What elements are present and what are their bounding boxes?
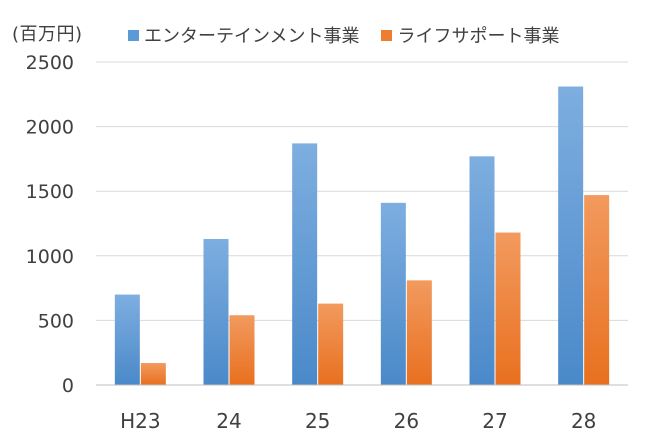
legend: エンターテインメント事業 ライフサポート事業 bbox=[128, 22, 581, 48]
bar-entertainment-H23 bbox=[114, 294, 140, 385]
x-tick-label: H23 bbox=[120, 409, 161, 433]
y-tick-label: 1000 bbox=[26, 246, 74, 268]
bar-entertainment-24 bbox=[203, 239, 229, 385]
bar-life-support-24 bbox=[229, 315, 255, 385]
bar-life-support-27 bbox=[495, 232, 521, 385]
y-axis-unit-label: (百万円) bbox=[12, 24, 83, 45]
y-tick-label: 2000 bbox=[26, 117, 74, 139]
legend-label-life-support: ライフサポート事業 bbox=[397, 26, 560, 47]
bar-entertainment-25 bbox=[292, 143, 318, 385]
bar-life-support-28 bbox=[584, 195, 610, 385]
x-tick-label: 27 bbox=[482, 409, 507, 433]
bar-life-support-26 bbox=[406, 280, 432, 385]
bar-life-support-H23 bbox=[140, 363, 166, 385]
legend-item-life-support: ライフサポート事業 bbox=[381, 22, 559, 48]
bar-entertainment-28 bbox=[558, 86, 584, 385]
y-tick-label: 0 bbox=[62, 375, 74, 397]
legend-item-entertainment: エンターテインメント事業 bbox=[128, 22, 359, 48]
y-tick-label: 1500 bbox=[26, 181, 74, 203]
x-tick-label: 26 bbox=[394, 409, 419, 433]
x-tick-label: 24 bbox=[216, 409, 241, 433]
legend-label-entertainment: エンターテインメント事業 bbox=[144, 26, 360, 47]
legend-swatch-life-support bbox=[381, 29, 393, 41]
legend-swatch-entertainment bbox=[128, 29, 139, 41]
y-tick-label: 2500 bbox=[26, 52, 74, 74]
bar-entertainment-26 bbox=[380, 202, 406, 385]
x-tick-label: 28 bbox=[571, 409, 596, 433]
bar-life-support-25 bbox=[318, 303, 344, 385]
x-tick-label: 25 bbox=[305, 409, 330, 433]
bar-entertainment-27 bbox=[469, 156, 495, 385]
y-tick-label: 500 bbox=[38, 310, 74, 332]
